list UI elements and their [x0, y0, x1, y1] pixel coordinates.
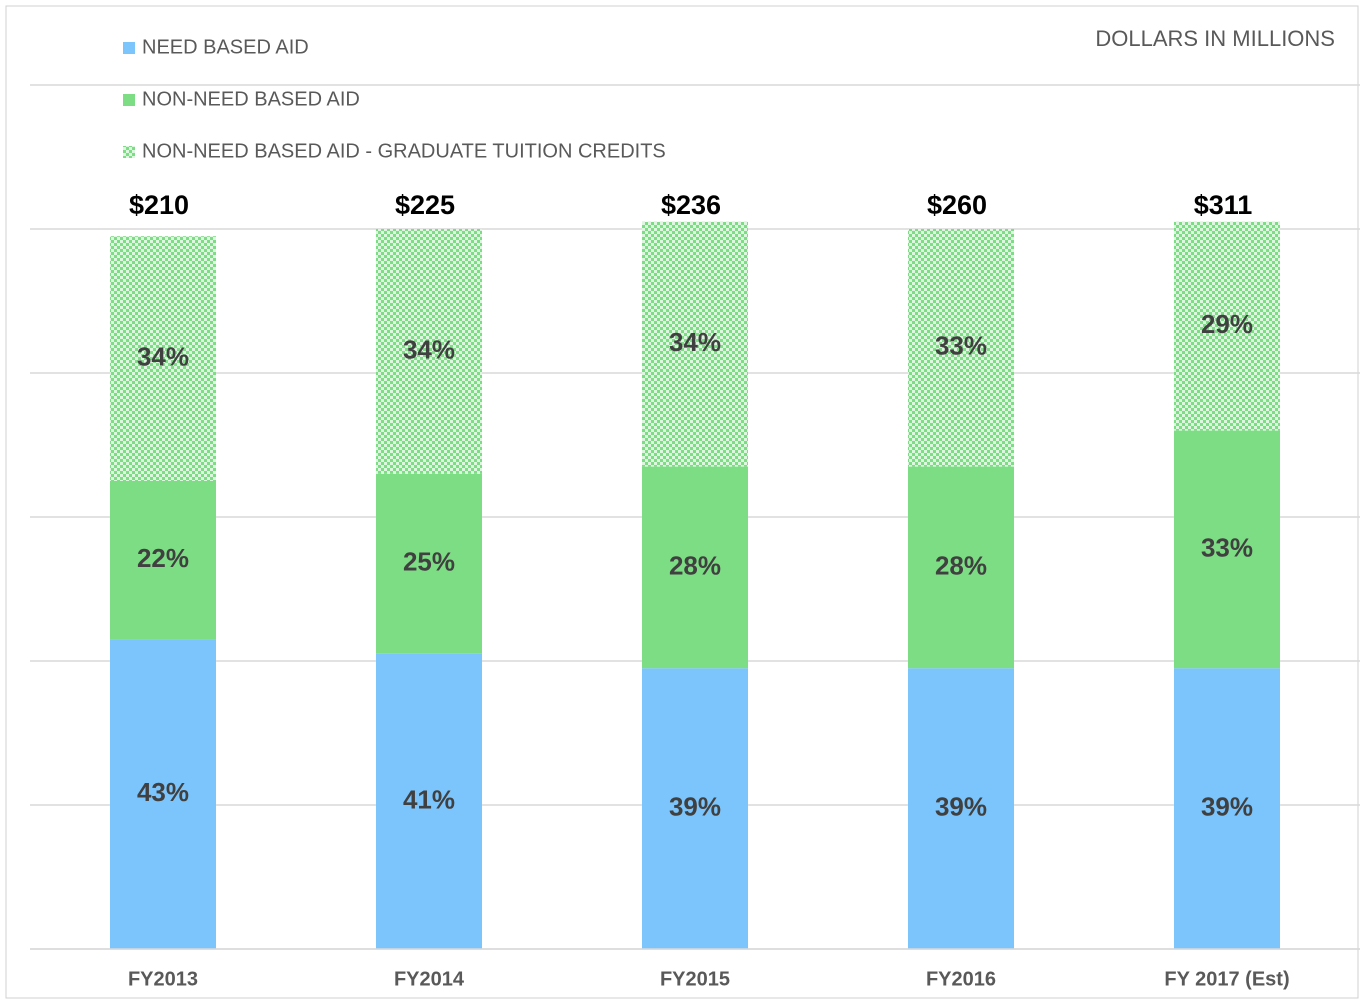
- total-label: $210: [129, 190, 189, 220]
- bar-segment: [908, 668, 1014, 949]
- legend-swatch: [123, 42, 135, 54]
- data-label: 39%: [935, 791, 987, 821]
- bar-segment: [376, 653, 482, 949]
- x-tick-label: FY2013: [128, 968, 198, 990]
- legend-label: NON-NEED BASED AID - GRADUATE TUITION CR…: [142, 140, 666, 162]
- data-label: 34%: [137, 341, 189, 371]
- total-label: $236: [661, 190, 721, 220]
- x-tick-label: FY 2017 (Est): [1164, 968, 1289, 990]
- bar-segment: [642, 668, 748, 949]
- bar-segment: [642, 221, 748, 467]
- data-label: 22%: [137, 543, 189, 573]
- annotation: DOLLARS IN MILLIONS: [1095, 26, 1335, 51]
- data-label: 43%: [137, 777, 189, 807]
- data-label: 34%: [403, 334, 455, 364]
- data-label: 41%: [403, 784, 455, 814]
- data-label: 25%: [403, 547, 455, 577]
- data-label: 33%: [1201, 532, 1253, 562]
- total-label: $225: [395, 190, 455, 220]
- data-label: 28%: [669, 550, 721, 580]
- data-label: 34%: [669, 327, 721, 357]
- bar-segment: [110, 639, 216, 949]
- legend-label: NEED BASED AID: [142, 36, 309, 58]
- legend-swatch: [123, 94, 135, 106]
- bar-segment: [908, 466, 1014, 669]
- data-label: 39%: [669, 791, 721, 821]
- x-tick-label: FY2014: [394, 968, 465, 990]
- total-label: $311: [1194, 190, 1253, 220]
- bar-segment: [1174, 221, 1280, 431]
- legend-swatch: [123, 146, 135, 158]
- bar-segment: [376, 229, 482, 474]
- total-label: $260: [927, 190, 987, 220]
- data-label: 29%: [1201, 309, 1253, 339]
- bar-segment: [1174, 430, 1280, 669]
- bar-segment: [908, 229, 1014, 467]
- x-tick-label: FY2015: [660, 968, 730, 990]
- bar-segment: [110, 481, 216, 640]
- bar-segment: [376, 473, 482, 654]
- bar-segment: [110, 236, 216, 481]
- data-label: 28%: [935, 550, 987, 580]
- bar-segment: [1174, 668, 1280, 949]
- bar-segment: [642, 466, 748, 669]
- data-label: 33%: [935, 331, 987, 361]
- data-label: 39%: [1201, 791, 1253, 821]
- x-tick-label: FY2016: [926, 968, 996, 990]
- legend-label: NON-NEED BASED AID: [142, 88, 360, 110]
